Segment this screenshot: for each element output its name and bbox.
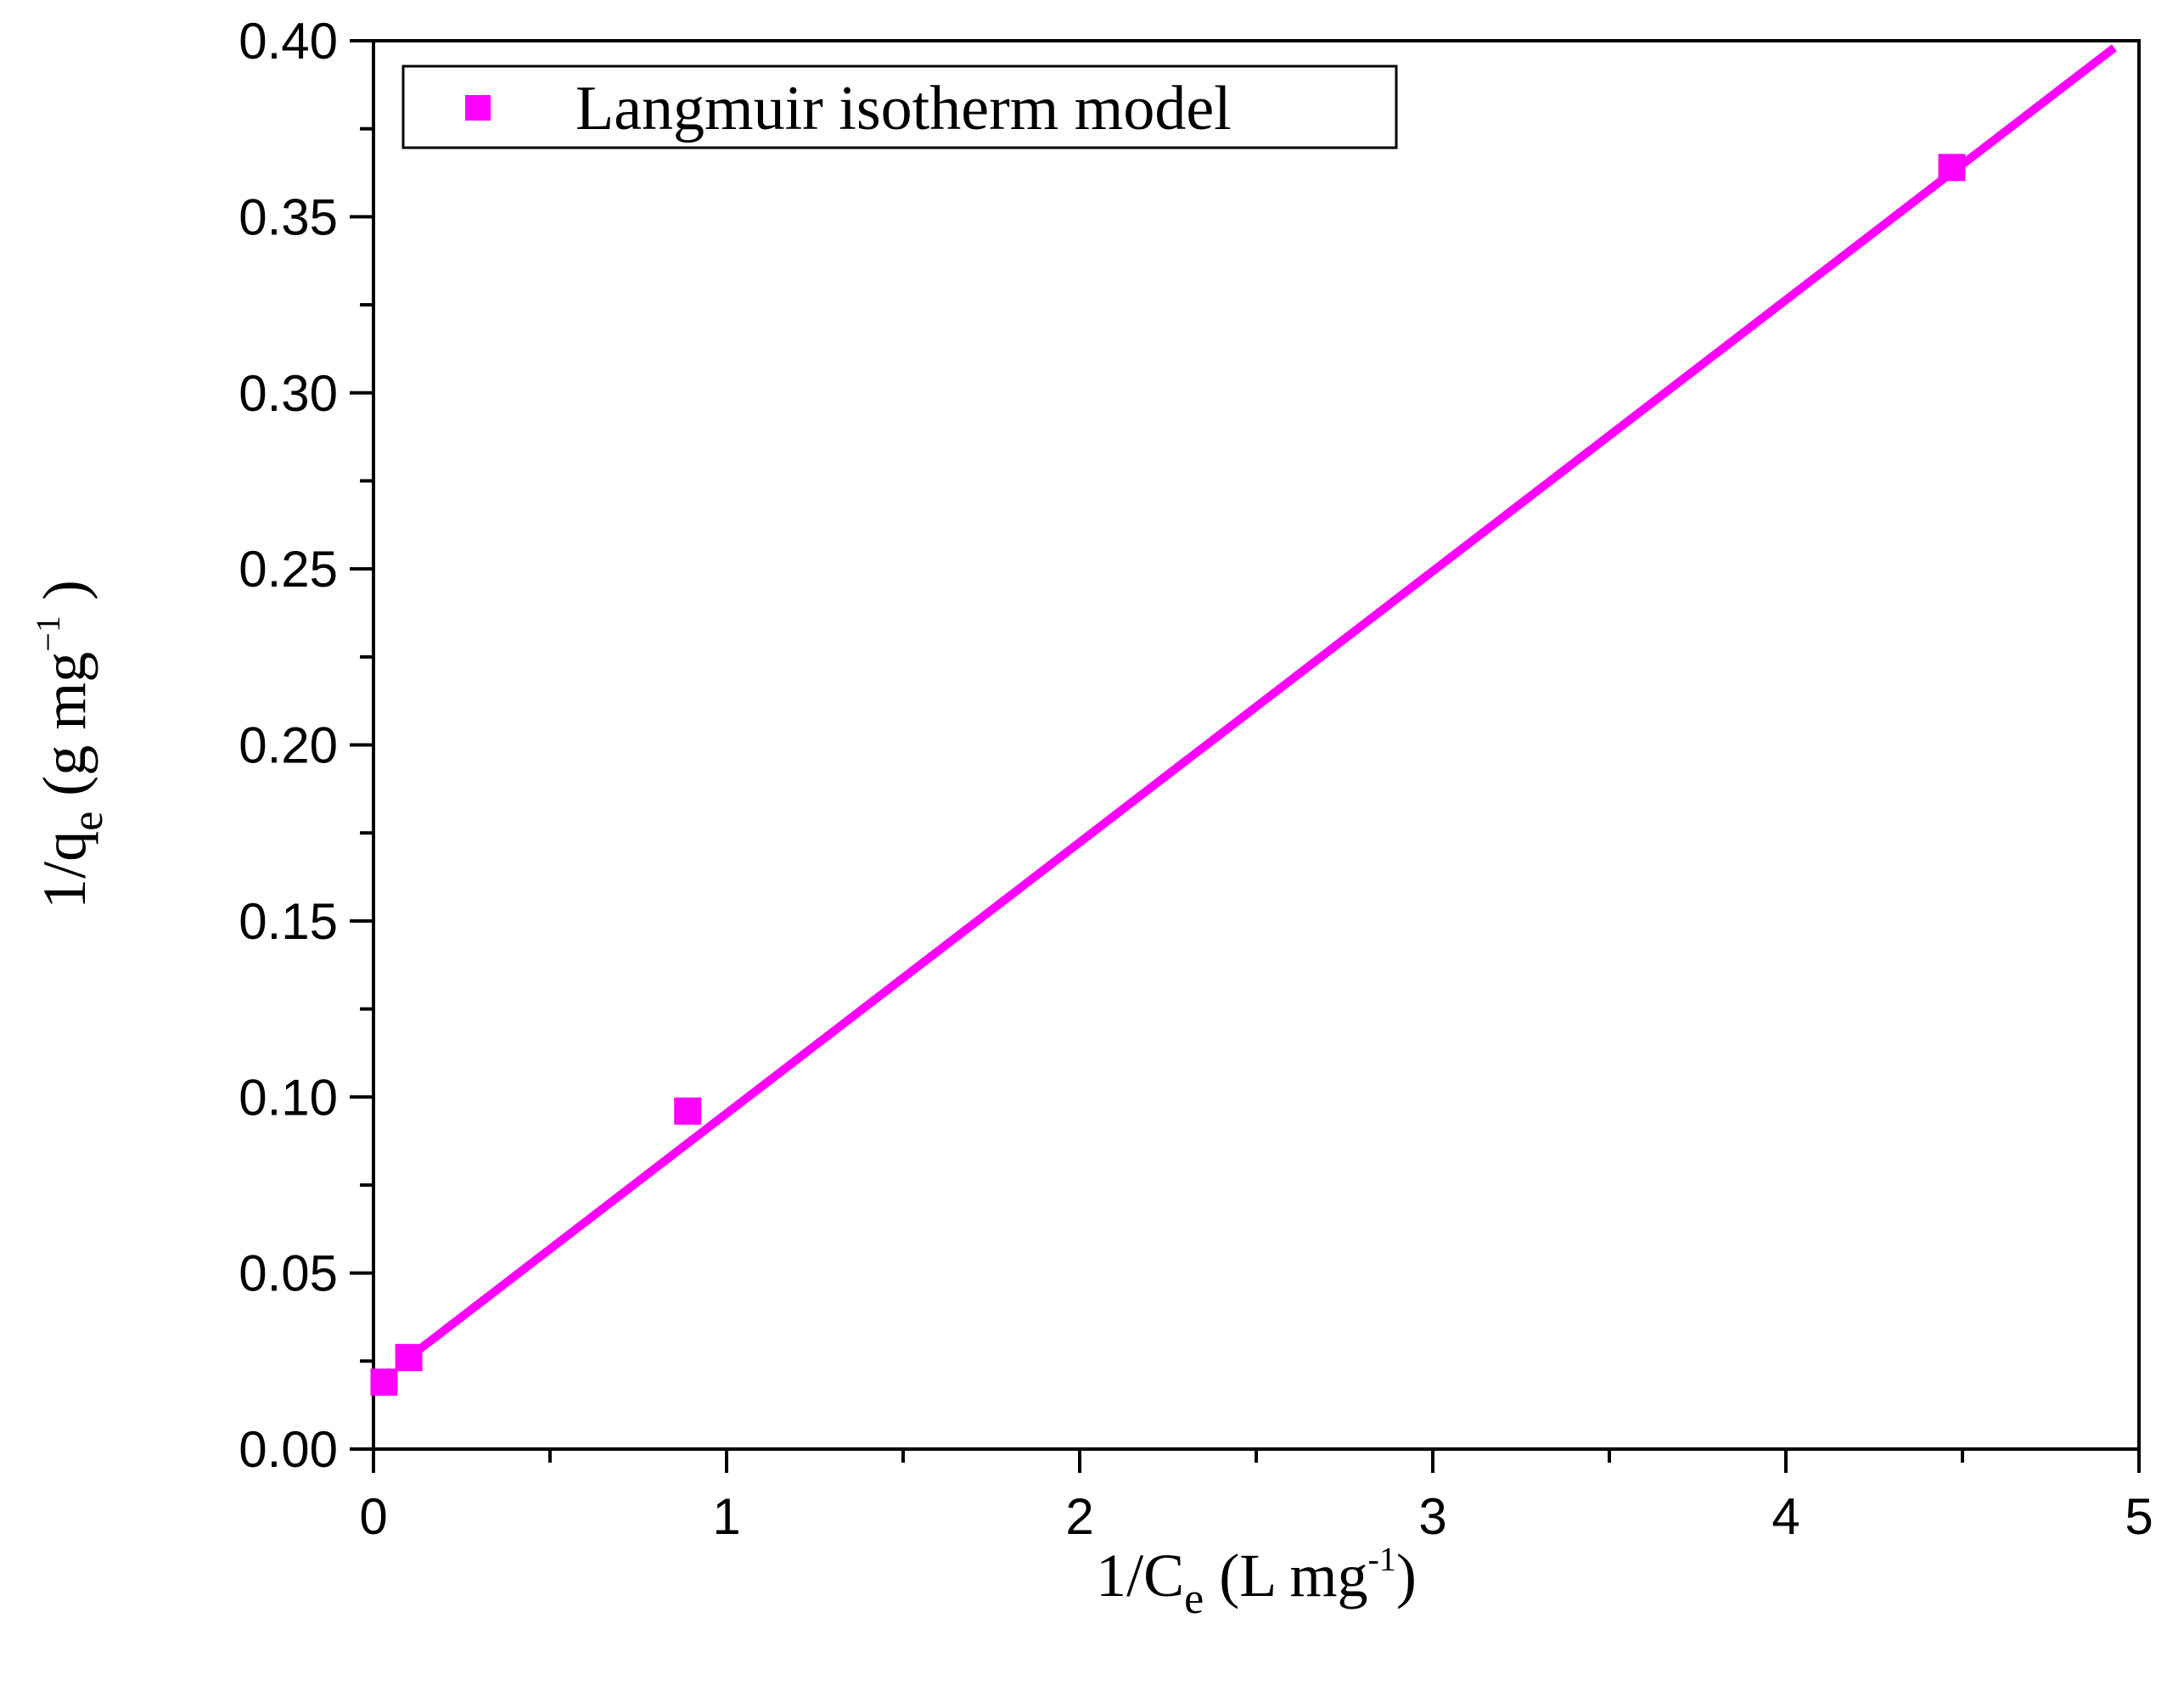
data-point <box>1938 154 1966 182</box>
x-tick-label: 2 <box>1065 1488 1093 1545</box>
axis-ticks <box>350 39 2141 1473</box>
y-tick-labels: 0.00 0.05 0.10 0.15 0.20 0.25 0.30 0.35 0.40 <box>239 13 338 1478</box>
x-axis-title-unit: (L mg <box>1204 1542 1367 1610</box>
y-tick-label: 0.05 <box>239 1245 338 1302</box>
plot-frame <box>372 39 2141 1451</box>
y-axis-title-subscript: e <box>64 812 112 831</box>
legend-marker <box>465 95 491 121</box>
x-axis-title-main: 1/C <box>1096 1542 1184 1610</box>
x-tick-label: 5 <box>2125 1488 2153 1545</box>
legend-label: Langmuir isotherm model <box>575 74 1232 143</box>
y-tick-label: 0.00 <box>239 1421 338 1478</box>
y-axis-title-superscript: −1 <box>29 615 67 652</box>
legend-box <box>401 65 1398 149</box>
y-tick-label: 0.35 <box>239 188 338 245</box>
y-axis-title-main: 1/q <box>31 831 98 909</box>
x-axis-title: 1/Ce (L mg-1) <box>1096 1540 1417 1623</box>
y-tick-label: 0.40 <box>239 13 338 70</box>
y-axis-title: 1/qe (g mg−1 ) <box>29 580 112 909</box>
x-axis-title-unit-close: ) <box>1396 1542 1417 1610</box>
y-axis-title-unit: (g mg <box>31 652 98 812</box>
y-axis-title-unit-close: ) <box>31 580 98 615</box>
x-tick-labels: 0 1 2 3 4 5 <box>359 1488 2153 1545</box>
data-point <box>370 1368 398 1396</box>
y-tick-label: 0.20 <box>239 717 338 774</box>
y-tick-label: 0.25 <box>239 541 338 598</box>
data-points <box>370 154 1966 1396</box>
fit-line-group <box>406 44 2117 1362</box>
data-point <box>674 1097 702 1125</box>
legend: Langmuir isotherm model <box>401 65 1398 149</box>
y-tick-label: 0.15 <box>239 893 338 950</box>
x-axis-title-superscript: -1 <box>1368 1540 1396 1578</box>
fit-line <box>406 44 2117 1362</box>
x-tick-label: 3 <box>1418 1488 1446 1545</box>
x-tick-label: 0 <box>359 1488 387 1545</box>
x-tick-label: 4 <box>1771 1488 1799 1545</box>
data-point <box>395 1344 423 1372</box>
x-tick-label: 1 <box>712 1488 740 1545</box>
y-tick-label: 0.10 <box>239 1069 338 1126</box>
x-axis-title-subscript: e <box>1184 1575 1204 1623</box>
y-tick-label: 0.30 <box>239 365 338 422</box>
